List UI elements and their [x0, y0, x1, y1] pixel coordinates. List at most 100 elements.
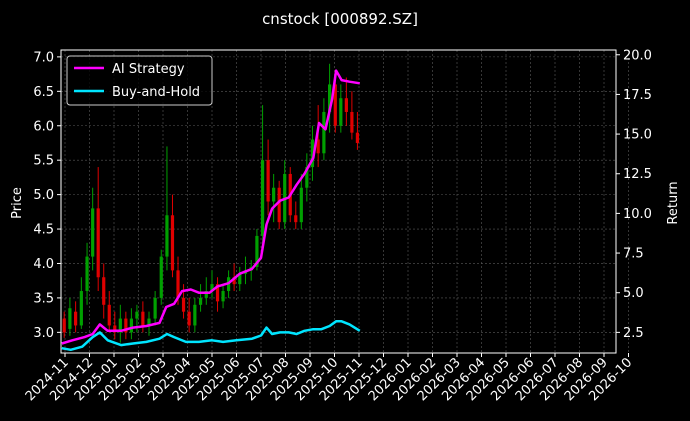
candle	[198, 284, 203, 312]
candle-body	[266, 160, 270, 202]
y-tick-label: 5.5	[33, 154, 54, 169]
candle-body	[221, 291, 225, 302]
candle	[277, 180, 281, 230]
candle-body	[74, 311, 78, 326]
candle-body	[170, 215, 175, 271]
legend: AI Strategy Buy-and-Hold	[66, 55, 213, 106]
x-axis: 2024-112024-122025-012025-022025-032025-…	[23, 353, 635, 404]
y2-tick-label: 10.0	[623, 207, 652, 222]
candle	[74, 301, 78, 333]
y2-tick-label: 12.5	[623, 167, 652, 182]
y2-tick-label: 20.0	[623, 48, 652, 63]
series-lines	[61, 69, 361, 352]
plot-area	[60, 49, 617, 354]
candle-body	[339, 98, 343, 126]
candle	[118, 304, 122, 343]
y-tick-label: 5.0	[33, 188, 54, 203]
candle-body	[62, 318, 66, 333]
candle	[187, 297, 191, 333]
candle	[153, 291, 157, 326]
candle-body	[187, 311, 191, 326]
candle-body	[147, 318, 151, 326]
candle-body	[260, 160, 265, 236]
y-tick-label: 3.5	[33, 291, 54, 306]
candle	[294, 201, 298, 230]
candle-body	[277, 187, 281, 223]
candle	[91, 187, 95, 271]
candle	[316, 105, 320, 168]
candle-body	[129, 318, 133, 333]
candle	[85, 242, 89, 305]
series-line-ai-strategy	[61, 69, 360, 345]
candle	[165, 146, 169, 271]
candle	[260, 105, 265, 243]
candle	[193, 297, 197, 333]
candle	[210, 270, 214, 298]
candle-body	[328, 84, 332, 112]
candle-body	[79, 291, 83, 326]
candle-body	[255, 235, 259, 267]
candle	[96, 167, 100, 292]
candle-body	[141, 311, 145, 326]
candle-body	[333, 84, 337, 126]
candle-body	[305, 167, 309, 188]
candle	[283, 160, 287, 230]
candle-body	[85, 256, 89, 292]
y-axis-left: 3.0 3.5 4.0 4.5 5.0 5.5 6.0 6.5 7.0	[33, 50, 61, 341]
candle	[124, 311, 128, 340]
candle	[113, 311, 117, 340]
candle-body	[165, 215, 169, 257]
candle-body	[215, 284, 220, 302]
y-tick-label: 4.5	[33, 223, 54, 238]
candle-body	[107, 304, 111, 326]
y2-tick-label: 7.5	[623, 247, 644, 262]
candle	[107, 291, 111, 333]
candle	[147, 311, 151, 336]
candle-body	[322, 111, 326, 154]
candle	[62, 311, 66, 338]
candle	[310, 125, 315, 181]
y2-axis-label: Return	[666, 181, 681, 224]
candle-body	[299, 187, 303, 223]
y-tick-label: 6.5	[33, 85, 54, 100]
legend-label-buy-and-hold: Buy-and-Hold	[112, 85, 200, 100]
candle-body	[350, 111, 354, 133]
chart-title: cnstock [000892.SZ]	[262, 10, 418, 28]
candle	[215, 277, 220, 312]
candle	[272, 173, 276, 223]
candle	[181, 284, 186, 319]
candle-body	[68, 308, 72, 329]
y-tick-label: 7.0	[33, 50, 54, 65]
y-axis-right: 2.5 5.0 7.5 10.0 12.5 15.0 17.5 20.0	[616, 48, 652, 341]
candle-body	[204, 291, 208, 298]
candle	[204, 277, 208, 305]
candle-body	[102, 277, 106, 305]
candle-body	[181, 297, 186, 312]
candle-body	[118, 318, 122, 333]
candle	[79, 277, 83, 329]
candle-body	[159, 256, 163, 298]
y2-tick-label: 2.5	[623, 326, 644, 341]
y2-tick-label: 15.0	[623, 128, 652, 143]
candle	[339, 84, 343, 133]
candle-body	[96, 208, 100, 278]
candle-body	[113, 325, 117, 333]
y-axis-label: Price	[10, 187, 25, 219]
candle-body	[135, 311, 139, 319]
candle	[129, 308, 133, 340]
y2-tick-label: 5.0	[623, 286, 644, 301]
series-line-buy-and-hold	[61, 320, 361, 352]
candle	[266, 139, 270, 216]
candle-body	[272, 187, 276, 202]
y2-tick-label: 17.5	[623, 88, 652, 103]
candle	[299, 173, 303, 230]
candle	[305, 153, 309, 202]
legend-label-ai-strategy: AI Strategy	[112, 62, 185, 77]
candle	[68, 297, 72, 336]
candle	[102, 263, 106, 319]
candle	[159, 249, 163, 305]
candle-body	[310, 139, 315, 168]
candle-body	[232, 277, 236, 285]
candle-body	[355, 132, 360, 143]
